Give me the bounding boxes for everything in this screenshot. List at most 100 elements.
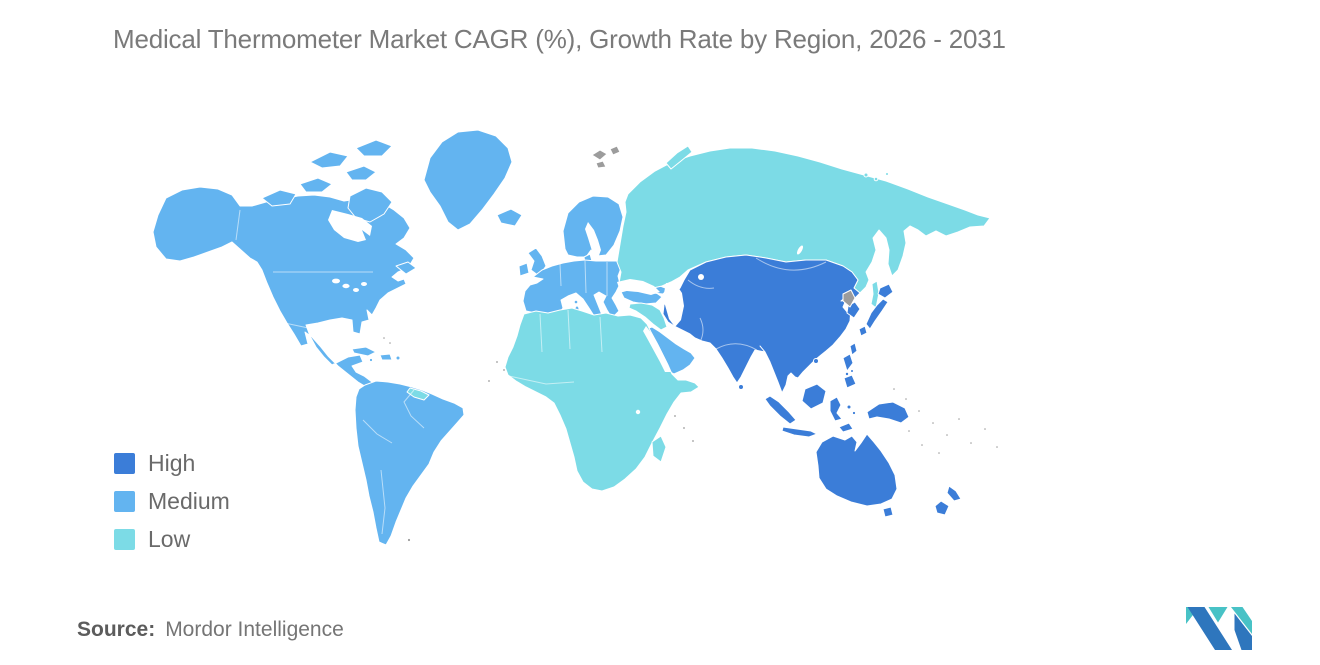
hainan-dot	[813, 358, 819, 364]
levant-iraq-shape	[628, 302, 668, 331]
border-line	[403, 389, 425, 429]
honshu-shape	[865, 298, 889, 330]
greenland-shape	[423, 129, 513, 231]
border-line	[715, 343, 758, 351]
indian-ocean-island-dot	[673, 414, 677, 418]
border-line	[755, 257, 827, 271]
aral-sea	[698, 274, 704, 280]
border-line	[235, 209, 241, 241]
siberian-island-dot	[873, 176, 879, 182]
sea-overlays	[328, 210, 804, 415]
legend-swatch-high	[114, 453, 135, 474]
luzon-shape	[842, 353, 854, 372]
regions-high	[662, 254, 962, 518]
baffin-island-shape	[347, 187, 393, 223]
falklands-dot	[406, 537, 412, 543]
africa-shape	[504, 307, 700, 492]
border-line	[362, 419, 393, 444]
black-sea	[617, 279, 660, 295]
source-label: Source:	[77, 618, 156, 641]
bahamas-dot	[382, 336, 386, 340]
pacific-island-dot	[937, 451, 941, 455]
caspian-sea	[664, 283, 684, 327]
pacific-island-dot	[892, 387, 896, 391]
jamaica-dot	[368, 357, 374, 363]
legend-item-medium: Medium	[114, 490, 230, 513]
border-line	[567, 309, 571, 350]
country-borders	[235, 209, 827, 535]
svalbard-shape	[609, 145, 621, 156]
sumatra-shape	[764, 395, 797, 425]
great-lake	[361, 282, 367, 286]
pacific-island-dot	[995, 445, 999, 449]
pacific-island-dot	[920, 443, 924, 447]
svalbard-shape	[595, 160, 607, 169]
legend-swatch-low	[114, 529, 135, 550]
border-line	[279, 321, 314, 330]
borneo-shape	[801, 383, 827, 410]
border-line	[599, 316, 603, 353]
legend-item-high: High	[114, 450, 230, 476]
pacific-island-dot	[983, 427, 987, 431]
java-shape	[781, 426, 818, 438]
hokkaido-shape	[877, 283, 894, 299]
canary-island-dot	[495, 360, 499, 364]
great-lake	[332, 278, 340, 284]
indian-ocean-island-dot	[682, 426, 686, 430]
logo-facet	[1234, 613, 1252, 650]
border-line	[559, 263, 562, 287]
arctic-island	[299, 177, 333, 193]
pacific-island-dot	[945, 433, 949, 437]
svalbard-shape	[591, 149, 608, 161]
legend-swatch-medium	[114, 491, 135, 512]
ireland-shape	[518, 262, 530, 277]
border-line	[699, 317, 704, 343]
persian-gulf	[668, 325, 697, 348]
newfoundland-shape	[395, 261, 417, 275]
tasmania-shape	[882, 506, 894, 518]
logo-facet	[1231, 607, 1252, 634]
great-lake	[342, 283, 350, 289]
cape-verde-dot	[487, 379, 491, 383]
puerto-rico-dot	[395, 355, 401, 361]
nz-north-island-shape	[946, 485, 962, 502]
visayas-dot	[844, 371, 850, 377]
legend-item-low: Low	[114, 528, 230, 551]
scandinavia-shape	[562, 195, 624, 258]
source-line: Source: Mordor Intelligence	[77, 618, 344, 642]
corsica-dot	[573, 299, 579, 305]
siberian-island-dot	[863, 172, 869, 178]
asia-mainland-shape	[662, 254, 861, 394]
maluku-dot	[846, 404, 852, 410]
iceland-shape	[496, 208, 523, 227]
cuba-shape	[351, 346, 377, 357]
logo-facet	[1187, 607, 1232, 650]
maluku-dot	[851, 410, 857, 416]
border-line	[380, 469, 386, 535]
bahamas-dot	[388, 341, 392, 345]
hispaniola-shape	[379, 353, 393, 361]
border-line	[508, 375, 575, 385]
guianas-shape	[406, 387, 430, 401]
source-value: Mordor Intelligence	[165, 618, 344, 641]
logo-facet	[1208, 607, 1228, 623]
pacific-island-dot	[917, 409, 921, 413]
mindanao-shape	[843, 374, 857, 389]
pacific-island-dot	[957, 417, 961, 421]
south-america-shape	[354, 380, 465, 546]
border-line	[687, 279, 715, 289]
arctic-island	[261, 189, 297, 207]
arctic-island	[355, 139, 393, 157]
arctic-island	[309, 151, 349, 169]
timor-shape	[838, 422, 854, 433]
legend-label-high: High	[148, 450, 196, 476]
pacific-island-dot	[904, 397, 908, 401]
great-lake	[353, 288, 359, 292]
nz-south-island-shape	[934, 500, 950, 516]
north-korea-shape	[842, 289, 856, 308]
australia-shape	[815, 433, 898, 507]
sri-lanka-dot	[738, 384, 744, 390]
arctic-island	[345, 165, 377, 181]
